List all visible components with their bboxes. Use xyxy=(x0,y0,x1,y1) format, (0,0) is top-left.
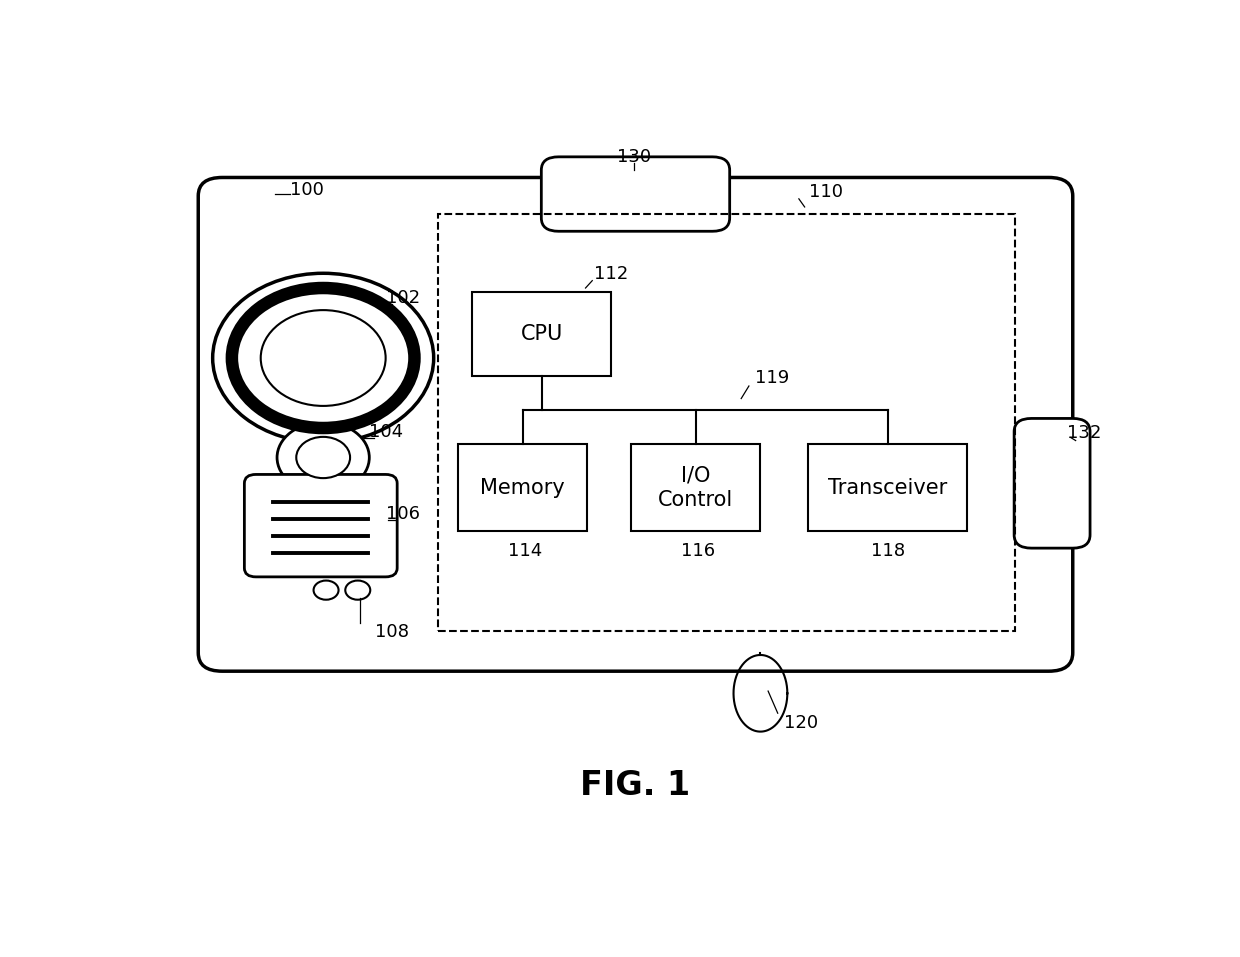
Text: 120: 120 xyxy=(784,714,818,732)
Text: 106: 106 xyxy=(386,505,420,523)
FancyBboxPatch shape xyxy=(542,157,729,232)
Bar xyxy=(458,444,588,531)
Text: CPU: CPU xyxy=(521,324,563,345)
Text: 104: 104 xyxy=(368,423,403,441)
Circle shape xyxy=(345,581,371,600)
Circle shape xyxy=(260,310,386,406)
Text: 118: 118 xyxy=(872,542,905,560)
Text: I/O
Control: I/O Control xyxy=(658,465,733,510)
Text: Transceiver: Transceiver xyxy=(828,478,947,498)
Text: 119: 119 xyxy=(755,368,789,387)
Text: 108: 108 xyxy=(376,623,409,641)
Text: 116: 116 xyxy=(681,542,715,560)
Text: FIG. 1: FIG. 1 xyxy=(580,768,691,802)
Circle shape xyxy=(232,288,414,428)
Bar xyxy=(439,214,1016,631)
Bar xyxy=(631,444,760,531)
FancyBboxPatch shape xyxy=(198,177,1073,671)
Text: 102: 102 xyxy=(386,289,420,306)
Text: 112: 112 xyxy=(594,265,629,283)
Text: 132: 132 xyxy=(1068,424,1101,442)
FancyBboxPatch shape xyxy=(1014,418,1090,548)
Bar xyxy=(472,292,611,376)
Text: 100: 100 xyxy=(290,181,324,199)
FancyBboxPatch shape xyxy=(244,475,397,577)
Text: 130: 130 xyxy=(616,147,651,166)
Bar xyxy=(808,444,967,531)
Text: 114: 114 xyxy=(508,542,542,560)
Circle shape xyxy=(314,581,339,600)
Circle shape xyxy=(296,436,350,478)
Circle shape xyxy=(277,422,370,493)
Circle shape xyxy=(213,274,434,443)
Text: 110: 110 xyxy=(808,183,843,201)
Text: Memory: Memory xyxy=(480,478,565,498)
